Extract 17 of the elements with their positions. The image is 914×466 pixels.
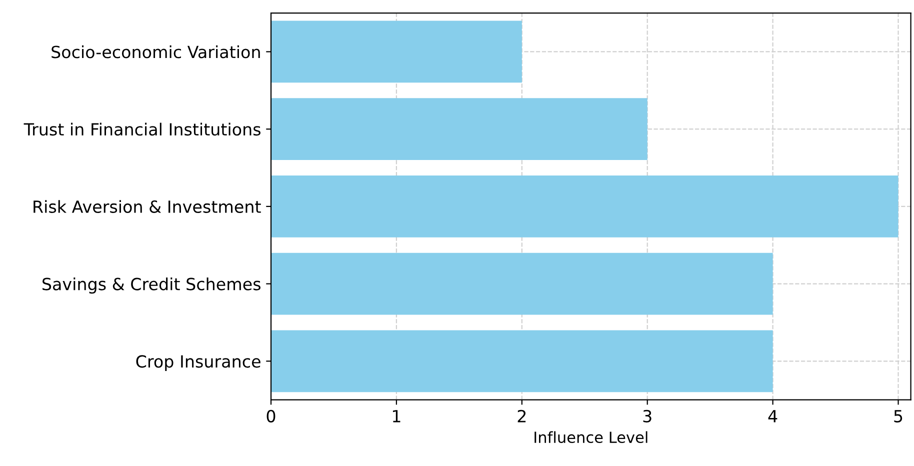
x-axis-title: Influence Level (534, 431, 648, 444)
x-tick-label: 5 (894, 410, 902, 422)
bar (271, 20, 522, 83)
bar (271, 98, 648, 160)
bar (271, 330, 773, 392)
x-tick-label: 4 (768, 410, 778, 422)
y-tick-label: Trust in Financial Institutions (24, 122, 260, 136)
x-tick-label: 2 (518, 410, 526, 422)
y-tick-label: Crop Insurance (136, 355, 260, 371)
y-tick-label: Savings & Credit Schemes (42, 277, 260, 294)
x-tick-label: 3 (643, 410, 652, 422)
bar (271, 252, 773, 315)
x-tick-label: 0 (266, 410, 276, 422)
y-tick-label: Socio-economic Variation (52, 45, 260, 58)
bar (271, 175, 898, 238)
x-tick-label: 1 (392, 410, 400, 422)
y-tick-label: Risk Aversion & Investment (34, 200, 261, 214)
